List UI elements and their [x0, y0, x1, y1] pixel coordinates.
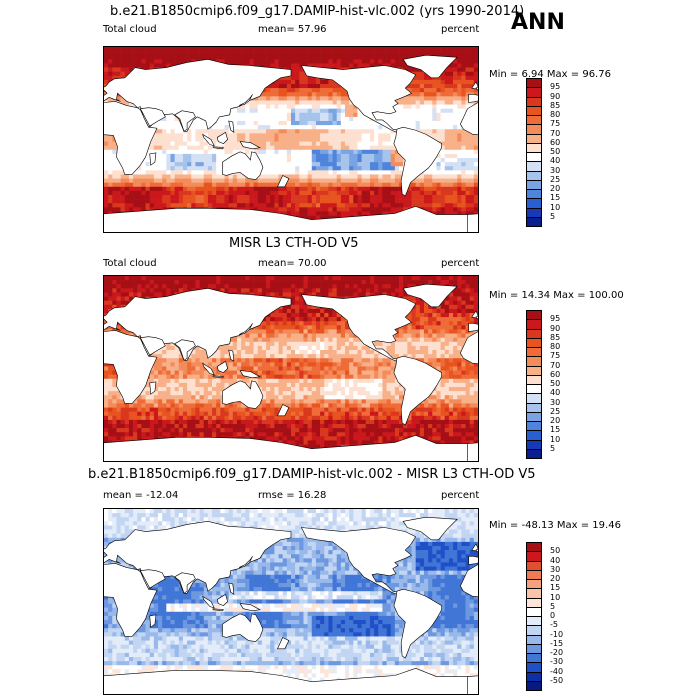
season-label: ANN — [511, 10, 565, 35]
colorbar-tick-label: 70 — [550, 128, 561, 138]
colorbar-tick-label: 5 — [550, 443, 556, 453]
colorbar-tick-label: 15 — [550, 425, 561, 435]
colorbar-tick-label: -30 — [550, 657, 564, 667]
colorbar-tick-label: 40 — [550, 555, 561, 565]
continent-outlines — [104, 54, 478, 232]
colorbar-tick-label: 70 — [550, 360, 561, 370]
panel-1-title: b.e21.B1850cmip6.f09_g17.DAMIP-hist-vlc.… — [110, 4, 525, 19]
colorbar-tick-label: 85 — [550, 332, 561, 342]
colorbar-tick-label: 30 — [550, 397, 561, 407]
colorbar-tick-label: -40 — [550, 666, 564, 676]
colorbar-tick-label: 20 — [550, 416, 561, 425]
colorbar-tick-label: 15 — [550, 583, 561, 593]
colorbar-tick-label: 95 — [550, 314, 561, 324]
panel-2-variable-label: Total cloud — [103, 258, 157, 269]
colorbar-swatch — [526, 448, 542, 459]
colorbar-tick-label: 20 — [550, 184, 561, 193]
panel-1-map — [103, 46, 479, 233]
colorbar-tick-label: 60 — [550, 137, 561, 147]
panel-3-minmax: Min = -48.13 Max = 19.46 — [489, 520, 621, 531]
colorbar-tick-label: 30 — [550, 564, 561, 574]
panel-3-map — [103, 508, 479, 695]
panel-1-colorbar: 95 90 85 80 75 70 60 50 40 30 25 20 15 10 5 — [526, 78, 586, 227]
continent-outlines — [104, 283, 478, 461]
colorbar-tick-label: 75 — [550, 119, 561, 129]
panel-2-minmax: Min = 14.34 Max = 100.00 — [489, 290, 624, 301]
panel-3-mean-label: mean = -12.04 — [103, 490, 179, 501]
colorbar-tick-label: 10 — [550, 434, 561, 444]
colorbar-tick-label: 95 — [550, 82, 561, 92]
colorbar-swatch — [526, 216, 542, 227]
colorbar-tick-label: 20 — [550, 574, 561, 583]
panel-1-variable-label: Total cloud — [103, 24, 157, 35]
colorbar-tick-label: -10 — [550, 629, 564, 639]
panel-2-units-label: percent — [441, 258, 480, 269]
colorbar-tick-label: -50 — [550, 675, 564, 685]
panel-3-rmse-label: rmse = 16.28 — [258, 490, 327, 501]
colorbar-tick-label: 15 — [550, 193, 561, 203]
panel-2-mean-label: mean= 70.00 — [258, 258, 327, 269]
colorbar-tick-label: 75 — [550, 351, 561, 361]
panel-3-title: b.e21.B1850cmip6.f09_g17.DAMIP-hist-vlc.… — [88, 467, 536, 482]
colorbar-tick-label: 50 — [550, 147, 561, 156]
colorbar-tick-label: 90 — [550, 323, 561, 333]
colorbar-tick-label: 50 — [550, 379, 561, 388]
panel-2-title: MISR L3 CTH-OD V5 — [229, 236, 359, 251]
panel-1-mean-label: mean= 57.96 — [258, 24, 327, 35]
colorbar-tick-label: 90 — [550, 91, 561, 101]
colorbar-tick-label: 85 — [550, 100, 561, 110]
colorbar-tick-label: 10 — [550, 202, 561, 212]
colorbar-tick-label: 5 — [550, 601, 556, 611]
panel-2-map — [103, 275, 479, 462]
colorbar-tick-label: 25 — [550, 406, 561, 416]
panel-3-units-label: percent — [441, 490, 480, 501]
colorbar-tick-label: 80 — [550, 342, 561, 351]
colorbar-tick-label: 25 — [550, 174, 561, 184]
colorbar-tick-label: 5 — [550, 211, 556, 221]
field-cells — [104, 276, 478, 461]
panel-2-colorbar: 95 90 85 80 75 70 60 50 40 30 25 20 15 10 5 — [526, 310, 586, 459]
colorbar-tick-label: 30 — [550, 165, 561, 175]
panel-1-units-label: percent — [441, 24, 480, 35]
colorbar-tick-label: -5 — [550, 620, 558, 630]
colorbar-tick-label: 10 — [550, 592, 561, 602]
colorbar-tick-label: 60 — [550, 369, 561, 379]
continent-outlines — [104, 516, 478, 694]
colorbar-tick-label: 50 — [550, 546, 561, 556]
colorbar-tick-label: 0 — [550, 611, 556, 620]
panel-3-colorbar: 50 40 30 20 15 10 5 0 -5 -10 -15 -20 -30 -40 -50 — [526, 542, 586, 691]
colorbar-tick-label: 40 — [550, 156, 561, 166]
panel-1-minmax: Min = 6.94 Max = 96.76 — [489, 69, 611, 80]
colorbar-tick-label: 40 — [550, 388, 561, 398]
colorbar-tick-label: 80 — [550, 110, 561, 119]
colorbar-tick-label: -20 — [550, 648, 564, 657]
colorbar-swatch — [526, 680, 542, 691]
colorbar-tick-label: -15 — [550, 638, 564, 648]
